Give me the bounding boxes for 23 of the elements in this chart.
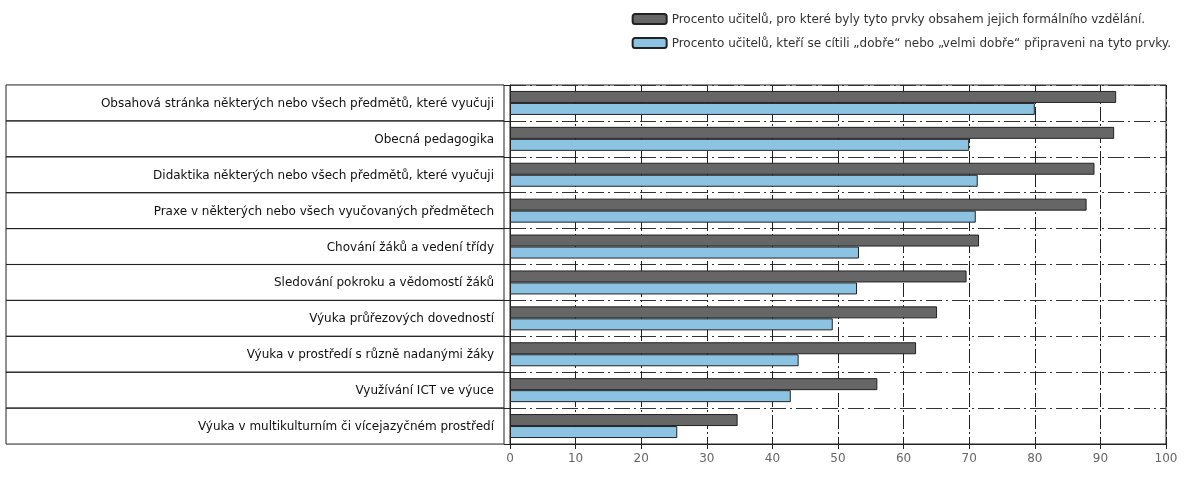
- x-tick-label: 90: [1092, 451, 1109, 465]
- x-tick-label: 20: [633, 451, 649, 465]
- x-tick-label: 10: [567, 451, 584, 465]
- x-tick-label: 80: [1027, 451, 1043, 465]
- legend-label: Procento učitelů, pro které byly tyto prvky obsahem jejich formálního vzdělání.: [671, 12, 1146, 26]
- y-tick-label: Obecná pedagogika: [374, 131, 494, 146]
- y-tick-label: Obsahová stránka některých nebo všech předmětů, které vyučuji: [100, 95, 494, 110]
- y-tick-label: Využívání ICT ve výuce: [355, 383, 494, 398]
- x-tick-label: 30: [699, 451, 715, 465]
- y-tick-label: Výuka v prostředí s různě nadanými žáky: [246, 347, 494, 362]
- x-tick-label: 100: [1154, 451, 1178, 465]
- y-tick-label: Praxe v některých nebo všech vyučovaných předmětech: [153, 203, 494, 218]
- x-tick-label: 60: [895, 451, 912, 465]
- x-tick-label: 70: [961, 451, 977, 465]
- y-tick-label: Didaktika některých nebo všech předmětů, které vyučuji: [153, 167, 494, 182]
- y-tick-label: Chování žáků a vedení třídy: [326, 239, 494, 254]
- x-tick-label: 0: [506, 451, 514, 465]
- x-tick-label: 50: [830, 451, 846, 465]
- y-tick-label: Výuka průřezových dovedností: [309, 311, 495, 326]
- x-tick-label: 40: [764, 451, 781, 465]
- y-tick-label: Výuka v multikulturním či vícejazyčném prostředí: [197, 419, 495, 434]
- y-tick-label: Sledování pokroku a vědomostí žáků: [273, 275, 494, 290]
- legend-label: Procento učitelů, kteří se cítili „dobře“ nebo „velmi dobře“ připraveni na tyto prvky.: [671, 36, 1171, 50]
